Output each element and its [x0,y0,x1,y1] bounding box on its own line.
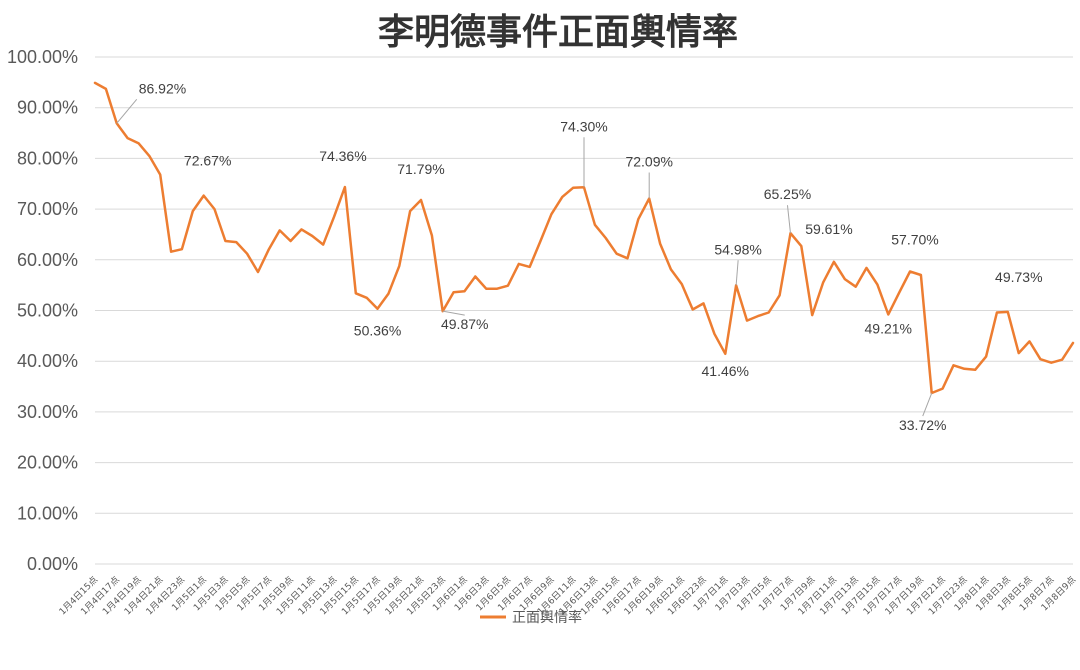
data-label: 50.36% [354,323,401,339]
data-label: 33.72% [899,417,946,433]
y-tick-label: 30.00% [17,402,78,422]
data-label: 65.25% [764,186,811,202]
data-label: 59.61% [805,221,852,237]
y-tick-label: 50.00% [17,301,78,321]
leader-line [735,260,739,286]
data-label: 54.98% [714,241,761,257]
y-tick-label: 70.00% [17,199,78,219]
chart-title: 李明德事件正面輿情率 [378,12,738,53]
data-label: 49.87% [441,316,488,332]
y-tick-label: 100.00% [7,47,78,67]
data-label: 49.21% [865,321,912,337]
data-label: 71.79% [397,161,444,177]
leader-line [786,205,791,234]
data-label: 72.09% [625,154,672,170]
data-label: 41.46% [702,363,749,379]
data-label: 74.36% [319,148,366,164]
leader-line [116,98,138,124]
data-label: 86.92% [139,80,186,96]
y-tick-label: 80.00% [17,148,78,168]
leader-line [442,310,465,316]
legend-label: 正面輿情率 [512,609,582,626]
y-axis-ticks: 0.00% 10.00% 20.00% 30.00% 40.00% 50.00% 60.00… [7,47,78,574]
data-label: 74.30% [560,118,607,134]
y-tick-label: 10.00% [17,503,78,523]
data-labels: 86.92% 72.67% 74.36% 50.36% 71.79% 49.87% 74.3… [116,80,1043,433]
y-tick-label: 40.00% [17,351,78,371]
data-label: 72.67% [184,153,231,169]
series-line [93,81,1075,395]
leader-line [922,392,933,417]
y-tick-label: 20.00% [17,453,78,473]
series-layer [93,81,1075,395]
data-label: 57.70% [891,231,938,247]
data-label: 49.73% [995,269,1042,285]
y-tick-label: 90.00% [17,98,78,118]
y-tick-label: 60.00% [17,250,78,270]
y-tick-label: 0.00% [27,554,78,574]
legend: 正面輿情率 [480,609,582,626]
